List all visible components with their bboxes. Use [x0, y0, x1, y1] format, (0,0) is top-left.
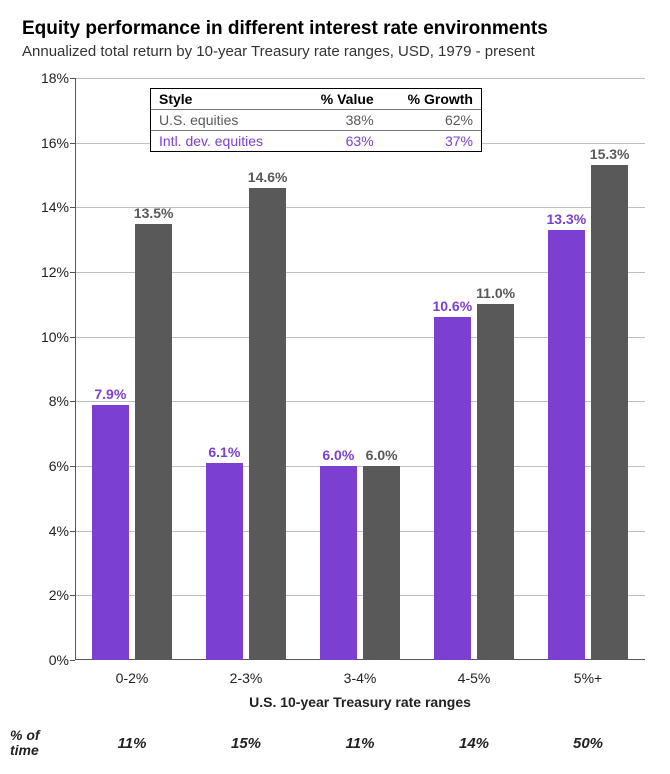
bar-value-label: 7.9%: [94, 386, 126, 402]
bar-value-label: 11.0%: [476, 285, 515, 301]
pct-of-time-label: % of time: [10, 728, 70, 759]
bar-value-label: 10.6%: [432, 298, 472, 314]
bar: 11.0%: [477, 304, 515, 660]
legend-row2-value: 63%: [298, 131, 382, 152]
x-category-label: 0-2%: [116, 670, 149, 686]
pct-of-time-value: 11%: [118, 735, 147, 752]
bar: 10.6%: [434, 317, 472, 660]
x-category-label: 5%+: [574, 670, 602, 686]
y-tick-label: 6%: [49, 458, 69, 474]
bar: 14.6%: [249, 188, 287, 660]
legend-header-value: % Value: [298, 89, 382, 110]
legend-row1-growth: 62%: [382, 110, 481, 131]
pct-of-time-value: 15%: [231, 735, 261, 752]
bar-value-label: 6.1%: [208, 444, 240, 460]
bar: 15.3%: [591, 165, 629, 660]
y-tick-label: 12%: [41, 264, 69, 280]
x-axis-title: U.S. 10-year Treasury rate ranges: [249, 694, 471, 710]
x-category-label: 4-5%: [458, 670, 491, 686]
legend-row2-growth: 37%: [382, 131, 481, 152]
legend-row1-name: U.S. equities: [151, 110, 298, 131]
bar-value-label: 14.6%: [248, 169, 288, 185]
y-axis: [75, 78, 76, 660]
y-tick-label: 0%: [49, 652, 69, 668]
bar: 13.3%: [548, 230, 586, 660]
legend-row2-name: Intl. dev. equities: [151, 131, 298, 152]
legend-box: Style % Value % Growth U.S. equities 38%…: [150, 88, 482, 152]
plot-area: 0%2%4%6%8%10%12%14%16%18%7.9%13.5%0-2%6.…: [75, 78, 645, 660]
legend-row1-value: 38%: [298, 110, 382, 131]
bar-value-label: 15.3%: [590, 146, 630, 162]
y-tick-label: 14%: [41, 199, 69, 215]
legend-header-growth: % Growth: [382, 89, 481, 110]
y-tick: [70, 660, 75, 661]
bar: 6.1%: [206, 463, 244, 660]
bar-value-label: 13.5%: [134, 205, 174, 221]
y-tick-label: 8%: [49, 393, 69, 409]
bar-value-label: 6.0%: [366, 447, 398, 463]
pct-of-time-value: 50%: [573, 735, 603, 752]
legend-header-style: Style: [151, 89, 298, 110]
bar-value-label: 6.0%: [322, 447, 354, 463]
bar: 13.5%: [135, 224, 173, 661]
gridline: [75, 78, 645, 79]
y-tick-label: 2%: [49, 587, 69, 603]
x-category-label: 3-4%: [344, 670, 377, 686]
chart-subtitle: Annualized total return by 10-year Treas…: [22, 43, 535, 60]
bar: 7.9%: [92, 405, 130, 660]
bar: 6.0%: [320, 466, 358, 660]
chart-title: Equity performance in different interest…: [22, 18, 548, 40]
bar-value-label: 13.3%: [546, 211, 586, 227]
y-tick-label: 16%: [41, 135, 69, 151]
pct-of-time-value: 11%: [346, 735, 375, 752]
pct-of-time-value: 14%: [459, 735, 489, 752]
y-tick-label: 10%: [41, 329, 69, 345]
bar: 6.0%: [363, 466, 401, 660]
y-tick-label: 4%: [49, 523, 69, 539]
x-category-label: 2-3%: [230, 670, 263, 686]
y-tick-label: 18%: [41, 70, 69, 86]
